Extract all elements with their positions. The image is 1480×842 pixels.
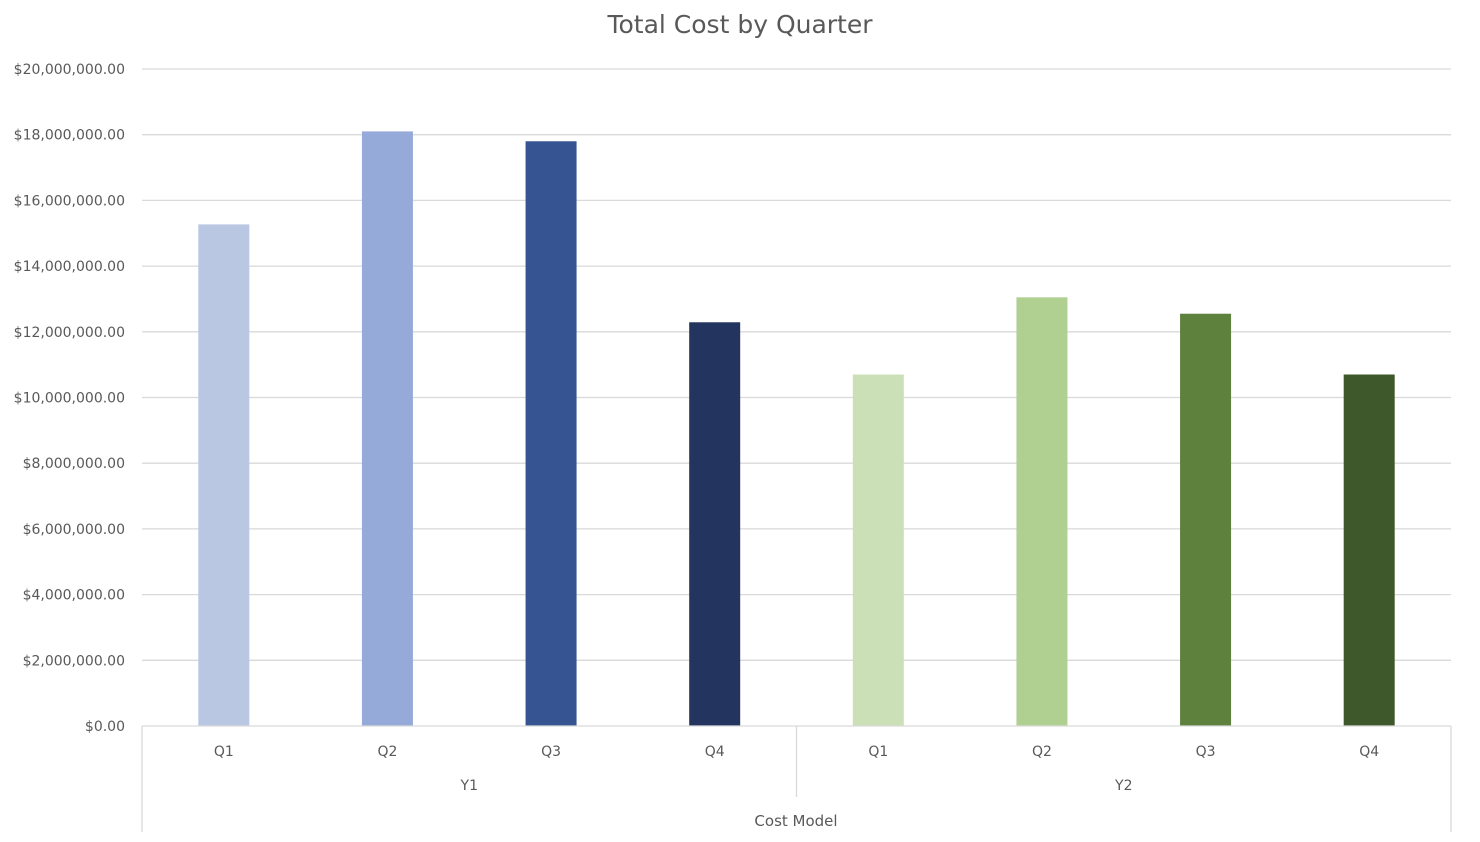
y-tick-label: $18,000,000.00 — [14, 128, 125, 144]
bar — [1180, 313, 1232, 726]
y-tick-label: $12,000,000.00 — [14, 325, 125, 341]
y-tick-label: $4,000,000.00 — [23, 588, 125, 604]
bar — [525, 141, 577, 726]
x-axis: Q1 Q2 Q3 Q4 Q1 Q2 Q3 Q4 Y1 Y2 — [141, 725, 1452, 832]
x-tick-label: Q4 — [705, 744, 725, 760]
y-tick-label: $6,000,000.00 — [23, 522, 125, 538]
chart-title: Total Cost by Quarter — [607, 10, 873, 39]
y-tick-label: $14,000,000.00 — [14, 259, 125, 275]
x-tick-label: Q3 — [541, 744, 561, 760]
group-label: Y2 — [1114, 778, 1132, 794]
bars — [198, 131, 1395, 727]
bar — [1343, 374, 1395, 726]
y-tick-label: $0.00 — [85, 719, 125, 735]
y-tick-label: $20,000,000.00 — [14, 62, 125, 78]
gridlines — [142, 68, 1451, 661]
y-tick-label: $2,000,000.00 — [23, 653, 125, 669]
x-tick-label: Q2 — [377, 744, 397, 760]
group-label: Y1 — [460, 778, 478, 794]
y-axis-ticks: $0.00 $2,000,000.00 $4,000,000.00 $6,000,00… — [14, 62, 125, 735]
y-tick-label: $16,000,000.00 — [14, 193, 125, 209]
bar — [852, 374, 904, 726]
bar — [1016, 297, 1068, 726]
bar — [689, 322, 741, 726]
x-tick-label: Q1 — [868, 744, 888, 760]
bar — [361, 131, 413, 727]
y-tick-label: $10,000,000.00 — [14, 391, 125, 407]
x-tick-label: Q4 — [1359, 744, 1379, 760]
x-tick-label: Q2 — [1032, 744, 1052, 760]
x-tick-label: Q3 — [1196, 744, 1216, 760]
bar — [198, 224, 250, 726]
x-axis-title: Cost Model — [754, 812, 837, 830]
x-tick-label: Q1 — [214, 744, 234, 760]
y-tick-label: $8,000,000.00 — [23, 456, 125, 472]
